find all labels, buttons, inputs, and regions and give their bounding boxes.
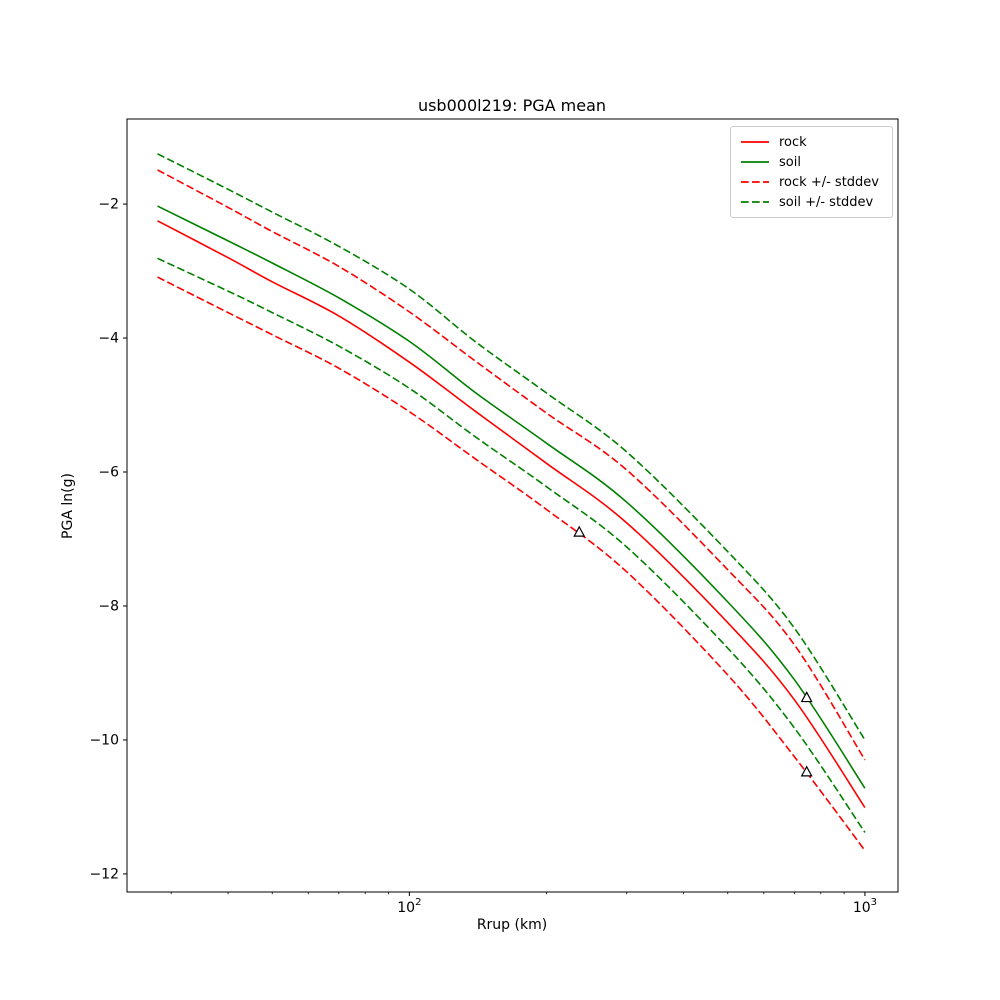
legend-line-sample: [741, 141, 769, 143]
observation-marker: [800, 765, 813, 777]
series-soil: [157, 205, 866, 789]
y-tick-label: −12: [89, 866, 119, 882]
legend-entry-soil-stddev: soil +/- stddev: [740, 192, 892, 212]
x-tick-label: 102: [397, 897, 421, 916]
y-tick-label: −4: [98, 331, 119, 347]
legend-label: soil: [779, 154, 801, 170]
legend: rock soil rock +/- stddev soil +/- stddev: [730, 126, 893, 218]
observation-marker: [800, 691, 813, 703]
y-axis-label: PGA ln(g): [60, 473, 76, 539]
legend-line-sample: [741, 181, 769, 183]
legend-entry-rock-stddev: rock +/- stddev: [740, 172, 892, 192]
series-soil-stddev: [157, 257, 866, 833]
observation-marker: [573, 525, 586, 537]
plot-spines: [126, 118, 899, 893]
series-rock: [157, 220, 866, 809]
legend-entry-soil: soil: [740, 152, 892, 172]
y-tick-label: −10: [89, 732, 119, 748]
legend-label: soil +/- stddev: [779, 194, 874, 210]
series-rock-stddev: [157, 169, 866, 761]
y-tick-label: −2: [98, 197, 119, 213]
legend-label: rock +/- stddev: [779, 174, 879, 190]
legend-entry-rock: rock: [740, 132, 892, 152]
x-tick-label: 103: [853, 897, 877, 916]
y-tick-label: −8: [98, 598, 119, 614]
x-axis-label: Rrup (km): [476, 917, 548, 933]
series-rock-stddev: [157, 276, 866, 851]
series-soil-stddev: [157, 153, 866, 741]
legend-label: rock: [779, 134, 807, 150]
y-tick-label: −6: [98, 465, 119, 481]
legend-line-sample: [741, 201, 769, 203]
legend-line-sample: [741, 161, 769, 163]
chart-title: usb000l219: PGA mean: [417, 96, 607, 115]
